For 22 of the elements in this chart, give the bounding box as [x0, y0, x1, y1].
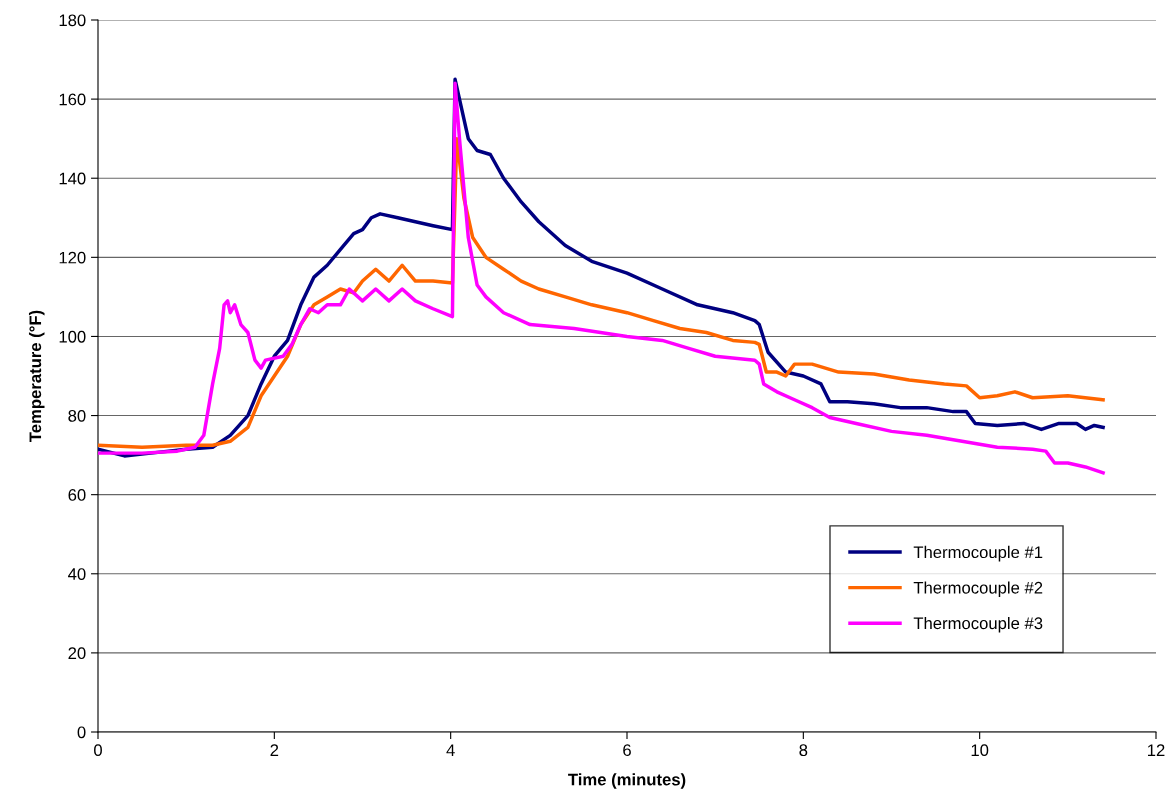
y-tick-label: 100 [59, 330, 86, 343]
x-tick-label: 10 [971, 744, 989, 757]
y-tick-label: 180 [59, 14, 86, 27]
x-tick-label: 8 [799, 744, 808, 757]
y-tick-label: 0 [77, 726, 86, 739]
y-tick-label: 60 [68, 489, 86, 501]
y-tick-label: 80 [68, 409, 86, 422]
x-tick-label: 4 [446, 744, 455, 756]
y-tick-label: 40 [68, 568, 86, 580]
x-tick-label: 2 [270, 744, 279, 756]
legend-label: Thermocouple #1 [913, 545, 1043, 562]
x-tick-label: 0 [94, 744, 102, 757]
legend-label: Thermocouple #3 [913, 616, 1043, 633]
x-axis-title: Time (minutes) [568, 773, 686, 789]
y-tick-label: 140 [59, 172, 86, 185]
x-tick-label: 6 [623, 744, 631, 757]
x-tick-label: 12 [1148, 744, 1165, 756]
y-axis-title: Temperature (°F) [28, 310, 45, 442]
y-tick-label: 160 [59, 93, 86, 106]
legend-label: Thermocouple #2 [913, 581, 1043, 597]
y-tick-label: 20 [68, 647, 86, 660]
y-tick-label: 120 [59, 251, 86, 264]
